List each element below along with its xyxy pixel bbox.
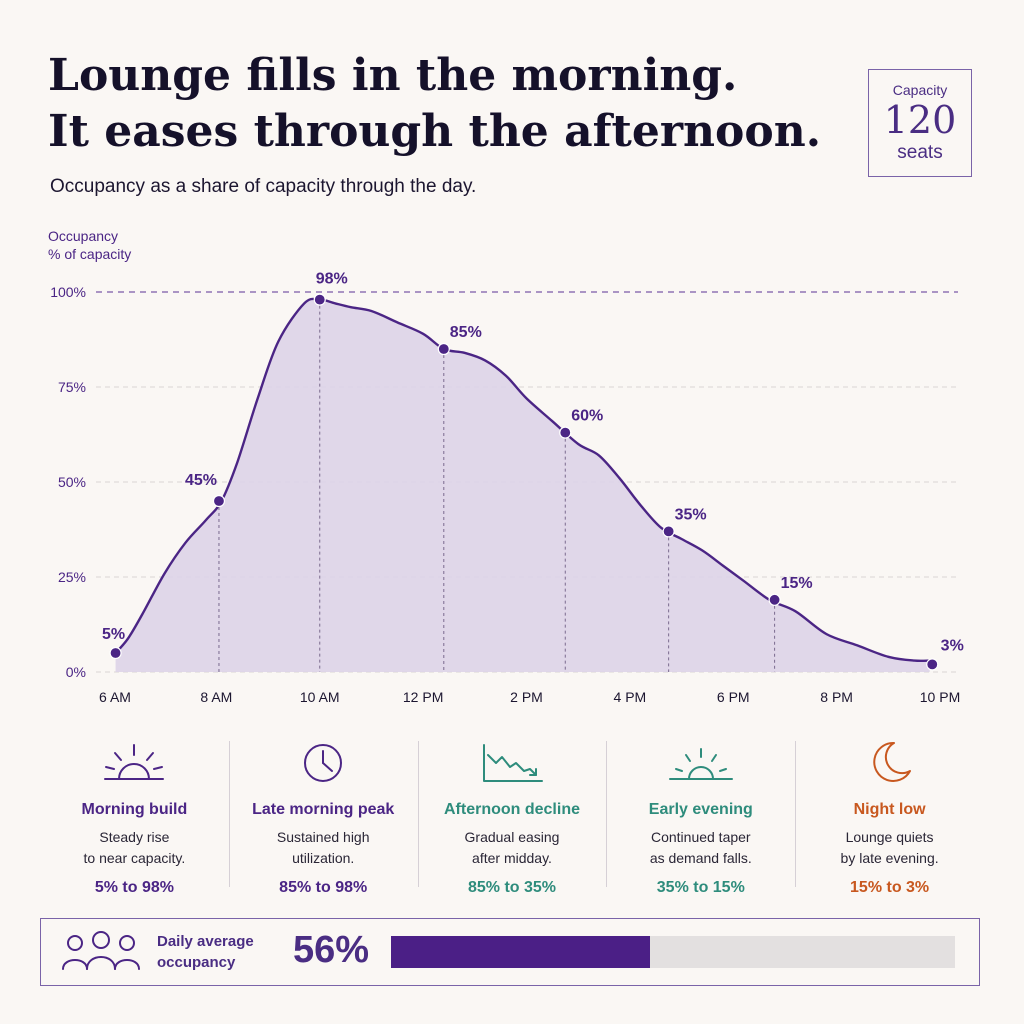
daily-average-panel: Daily average occupancy 56% [40, 918, 980, 986]
phase-description: Continued taper as demand falls. [606, 827, 795, 869]
marker-layer: 5% 45% 98% 85% 60% 35% 15% 3% [102, 271, 964, 672]
phase-description: Lounge quiets by late evening. [795, 827, 984, 869]
phase-desc-line: after midday. [472, 850, 552, 866]
occupancy-area [115, 298, 930, 672]
daily-average-label-line: Daily average [157, 933, 254, 950]
data-point [212, 494, 226, 508]
capacity-value: 120 [883, 98, 957, 142]
daily-average-label: Daily average occupancy [157, 931, 277, 973]
clock-icon [229, 735, 418, 785]
data-label: 60% [571, 408, 603, 425]
phase-range: 5% to 98% [94, 879, 174, 896]
data-label: 98% [316, 271, 348, 288]
x-tick-label: 10 AM [300, 689, 340, 705]
phase-range: 35% to 15% [656, 879, 745, 896]
data-point [313, 293, 326, 306]
y-tick-label: 25% [58, 569, 86, 585]
x-axis-ticks: 6 AM 8 AM 10 AM 12 PM 2 PM 4 PM 6 PM 8 PM 10 PM [99, 689, 960, 705]
phase-desc-line: utilization. [292, 850, 355, 866]
x-tick-label: 2 PM [510, 689, 543, 705]
moon-icon [795, 735, 984, 785]
phase-night-low: Night low Lounge quiets by late evening.… [795, 735, 984, 896]
x-tick-label: 12 PM [403, 689, 443, 705]
phase-range: 85% to 98% [279, 879, 368, 896]
capacity-label: Capacity [892, 82, 948, 98]
phase-desc-line: Steady rise [99, 829, 170, 845]
phase-range: 15% to 3% [850, 879, 930, 896]
data-label: 45% [185, 472, 217, 489]
page-subtitle: Occupancy as a share of capacity through… [50, 176, 477, 197]
data-label: 5% [102, 626, 125, 643]
gridlines: 0% 25% 50% 75% 100% [50, 284, 958, 680]
phase-early-evening: Early evening Continued taper as demand … [606, 735, 795, 896]
page-title: Lounge fills in the morning. It eases th… [48, 48, 821, 160]
phase-description: Gradual easing after midday. [418, 827, 607, 869]
phase-desc-line: Gradual easing [464, 829, 560, 845]
data-label: 3% [941, 637, 964, 654]
capacity-unit: seats [897, 142, 943, 163]
data-point [768, 593, 781, 606]
sunset-icon [606, 735, 795, 785]
title-line-2: It eases through the afternoon. [48, 106, 822, 157]
phase-desc-line: as demand falls. [649, 850, 752, 866]
title-line-1: Lounge fills in the morning. [48, 50, 738, 101]
x-tick-label: 8 AM [200, 689, 232, 705]
data-point [662, 525, 675, 538]
x-tick-label: 8 PM [820, 689, 853, 705]
phase-name: Early evening [648, 801, 753, 818]
y-tick-label: 100% [50, 284, 86, 300]
y-tick-label: 75% [58, 379, 86, 395]
people-icon [59, 929, 143, 980]
phase-desc-line: to near capacity. [83, 850, 186, 866]
data-point [109, 646, 122, 660]
phase-summary: Morning build Steady rise to near capaci… [40, 735, 984, 896]
x-tick-label: 6 AM [99, 689, 131, 705]
data-label: 85% [450, 324, 482, 341]
capacity-card: Capacity 120 seats [868, 69, 972, 177]
data-label: 15% [781, 575, 813, 592]
phase-name: Morning build [81, 801, 188, 818]
phase-afternoon-decline: Afternoon decline Gradual easing after m… [417, 735, 607, 896]
x-tick-label: 4 PM [614, 689, 647, 705]
y-axis-title: Occupancy [48, 228, 118, 244]
sunrise-icon [40, 735, 229, 785]
y-tick-label: 0% [66, 664, 86, 680]
x-tick-label: 10 PM [920, 689, 960, 705]
occupancy-line [114, 297, 930, 663]
data-point [437, 342, 450, 356]
daily-average-bar-track [391, 936, 955, 968]
phase-late-morning-peak: Late morning peak Sustained high utiliza… [228, 735, 418, 896]
daily-average-label-line: occupancy [157, 954, 236, 971]
x-tick-label: 6 PM [717, 689, 750, 705]
daily-average-value: 56% [293, 929, 370, 971]
data-point [926, 658, 939, 671]
data-label: 35% [675, 506, 707, 523]
phase-morning-build: Morning build Steady rise to near capaci… [40, 735, 229, 896]
data-point [559, 426, 572, 439]
phase-name: Afternoon decline [443, 801, 580, 818]
phase-desc-line: Continued taper [650, 829, 751, 845]
occupancy-chart: Occupancy % of capacity 0%25%50%75%100% … [48, 228, 964, 705]
phase-description: Steady rise to near capacity. [40, 827, 229, 869]
phase-desc-line: Lounge quiets [845, 829, 934, 845]
phase-description: Sustained high utilization. [229, 827, 418, 869]
area-layer [114, 297, 930, 672]
phase-name: Night low [853, 801, 926, 818]
daily-average-bar-fill [391, 936, 651, 968]
trend-down-icon [418, 735, 607, 785]
y-tick-label: 50% [58, 474, 86, 490]
phase-desc-line: Sustained high [276, 829, 370, 845]
phase-desc-line: by late evening. [840, 850, 939, 866]
phase-name: Late morning peak [252, 801, 395, 818]
y-axis-subtitle: % of capacity [48, 246, 131, 262]
phase-range: 85% to 35% [467, 879, 557, 896]
